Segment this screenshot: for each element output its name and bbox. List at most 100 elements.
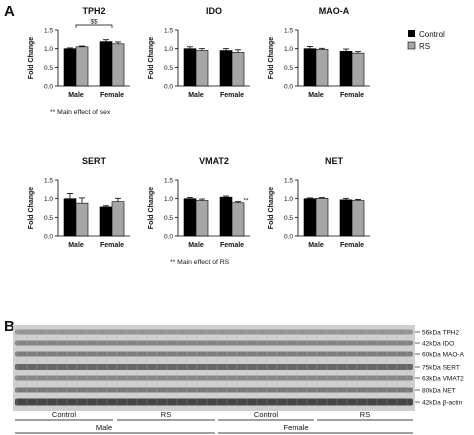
y-tick-label: 1.0 [164, 196, 173, 203]
y-tick-label: 0.0 [164, 234, 173, 241]
x-tick-label: Male [188, 92, 204, 99]
sex-label-female: Female [283, 423, 308, 432]
chart-title: MAO-A [319, 6, 350, 16]
significance-bracket [75, 24, 113, 28]
blot-band-labels: 56kDa TPH2 42kDa IDO 60kDa MAO-A 75kDa SERT… [415, 330, 465, 407]
western-blot: 56kDa TPH2 42kDa IDO 60kDa MAO-A 75kDa SERT… [13, 325, 465, 434]
blot-band-row [15, 340, 413, 346]
y-tick-label: 0.0 [44, 234, 53, 241]
bar-male-rs [75, 202, 89, 237]
y-tick-label: 0.0 [284, 84, 293, 91]
chart-net: NET 0.0 0.5 1.0 1.5 Fold Change Male Female [268, 156, 370, 249]
y-axis-label: Fold Change [268, 187, 275, 229]
bar-male-rs [315, 197, 329, 237]
bar-female-control [339, 50, 353, 87]
blot-band-label: 42kDa β-actin [422, 400, 463, 407]
panel-label-a: A [4, 3, 15, 20]
blot-band-row [15, 329, 413, 335]
chart-vmat2: VMAT2 0.0 0.5 1.0 1.5 Fold Change Male Female **… [148, 156, 250, 266]
blot-band-row [15, 387, 413, 393]
y-tick-label: 1.5 [284, 178, 293, 185]
y-tick-label: 0.5 [44, 215, 53, 222]
chart-footnote: ** Main effect of RS [170, 259, 230, 266]
blot-band-label: 56kDa TPH2 [422, 330, 459, 337]
x-tick-label: Female [100, 242, 124, 249]
legend-label-control: Control [419, 30, 445, 39]
y-axis-label: Fold Change [268, 37, 275, 79]
x-tick-label: Male [308, 92, 324, 99]
bar-female-rs [231, 202, 245, 237]
y-tick-label: 1.0 [164, 46, 173, 53]
bar-male-rs [195, 50, 209, 87]
chart-title: SERT [82, 156, 107, 166]
y-axis-label: Fold Change [148, 37, 155, 79]
legend-label-rs: RS [419, 42, 430, 51]
y-axis-label: Fold Change [28, 187, 35, 229]
blot-band-row [15, 364, 413, 370]
group-label-male-control: Control [52, 410, 77, 419]
chart-title: VMAT2 [199, 156, 229, 166]
y-tick-label: 0.5 [164, 65, 173, 72]
blot-band-row [15, 375, 413, 381]
bar-male-control [63, 48, 77, 87]
blot-band-label: 80kDa NET [422, 388, 456, 395]
y-tick-label: 0.5 [164, 215, 173, 222]
blot-band-label: 42kDa IDO [422, 341, 454, 348]
x-tick-label: Male [308, 242, 324, 249]
chart-title: TPH2 [82, 6, 105, 16]
x-tick-label: Male [188, 242, 204, 249]
y-tick-label: 1.5 [164, 28, 173, 35]
sex-label-male: Male [96, 423, 112, 432]
chart-title: NET [325, 156, 344, 166]
blot-band-label: 63kDa VMAT2 [422, 376, 464, 383]
y-tick-label: 1.5 [164, 178, 173, 185]
y-tick-label: 0.0 [164, 84, 173, 91]
x-tick-label: Male [68, 242, 84, 249]
bar-female-control [219, 196, 233, 237]
bar-male-rs [75, 46, 89, 87]
y-tick-label: 0.5 [284, 65, 293, 72]
y-tick-label: 0.0 [44, 84, 53, 91]
bar-female-rs [351, 52, 365, 87]
blot-band-row [15, 398, 413, 406]
bar-male-control [183, 198, 197, 237]
y-tick-label: 1.0 [44, 46, 53, 53]
bar-female-rs [111, 43, 125, 87]
bar-female-rs [231, 52, 245, 87]
chart-title: IDO [206, 6, 222, 16]
y-axis-label: Fold Change [28, 37, 35, 79]
y-tick-label: 1.0 [284, 196, 293, 203]
bar-charts: TPH2 0.0 0.5 1.0 1.5 Fold Change Male Female $$ *… [28, 6, 370, 266]
chart-footnote: ** Main effect of sex [50, 109, 111, 116]
group-label-male-rs: RS [161, 410, 171, 419]
y-tick-label: 0.5 [284, 215, 293, 222]
y-tick-label: 1.0 [44, 196, 53, 203]
bar-male-rs [315, 49, 329, 87]
bar-male-control [183, 48, 197, 87]
y-tick-label: 1.5 [44, 28, 53, 35]
bar-male-control [303, 198, 317, 237]
blot-band-row [15, 351, 413, 357]
bar-female-control [99, 41, 113, 87]
group-label-female-rs: RS [360, 410, 370, 419]
bar-male-control [63, 198, 77, 237]
y-tick-label: 1.5 [44, 178, 53, 185]
y-axis-label: Fold Change [148, 187, 155, 229]
significance-marker: ** [243, 198, 249, 205]
chart-tph2: TPH2 0.0 0.5 1.0 1.5 Fold Change Male Female $$ *… [28, 6, 130, 116]
x-tick-label: Female [340, 242, 364, 249]
bar-female-control [219, 50, 233, 87]
blot-band-rows [15, 326, 413, 410]
x-tick-label: Female [100, 92, 124, 99]
x-tick-label: Male [68, 92, 84, 99]
blot-band-label: 60kDa MAO-A [422, 352, 465, 359]
y-tick-label: 1.0 [284, 46, 293, 53]
y-tick-label: 1.5 [284, 28, 293, 35]
blot-group-labels: Control RS Control RS Male Female [15, 410, 413, 434]
chart-sert: SERT 0.0 0.5 1.0 1.5 Fold Change Male Female [28, 156, 130, 249]
blot-band-label: 75kDa SERT [422, 365, 460, 372]
x-tick-label: Female [220, 92, 244, 99]
chart-mao-a: MAO-A 0.0 0.5 1.0 1.5 Fold Change Male Female [268, 6, 370, 99]
y-tick-label: 0.0 [284, 234, 293, 241]
